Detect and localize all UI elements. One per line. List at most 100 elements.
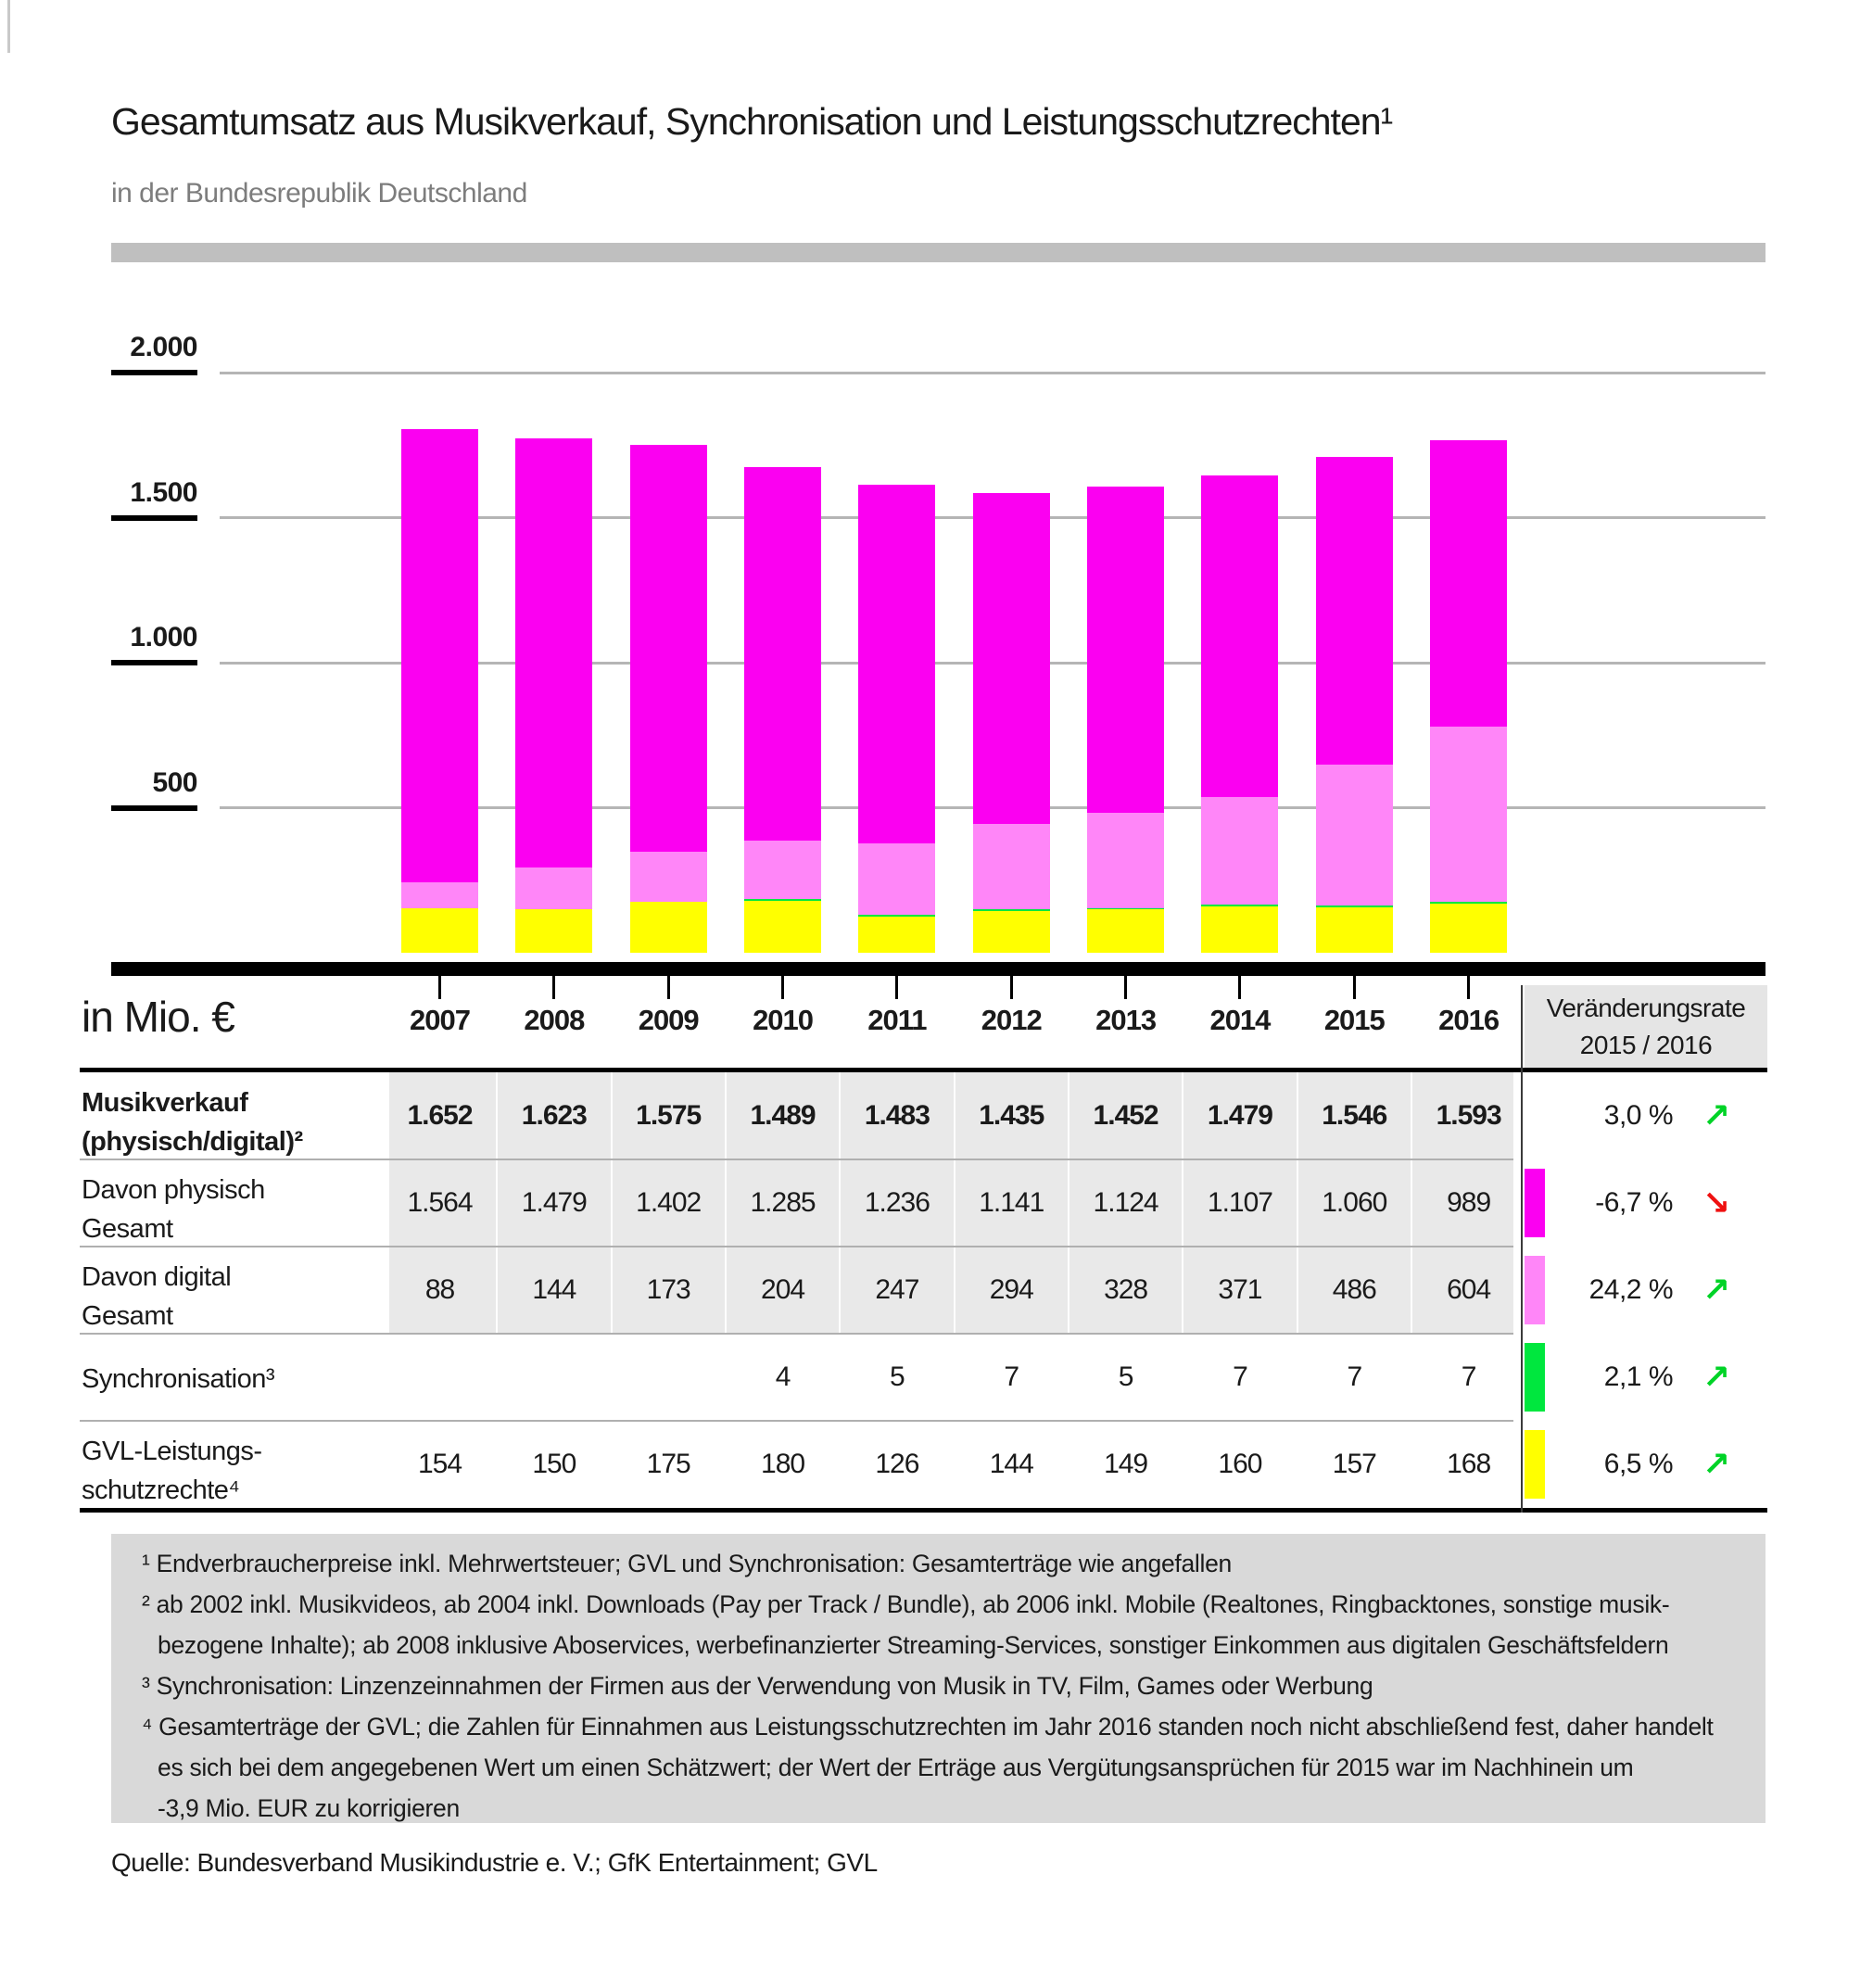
trend-up-icon: ↗: [1702, 1271, 1731, 1309]
bar-segment-gvl-2010: [744, 900, 822, 953]
legend-chip-gvl: [1525, 1430, 1545, 1499]
year-label-2013: 2013: [1095, 1004, 1157, 1036]
column-separator: [1067, 1159, 1069, 1247]
year-label-2007: 2007: [410, 1004, 471, 1036]
x-tick-2015: [1352, 976, 1356, 999]
cell-2009-row0: 1.575: [636, 1100, 702, 1131]
change-rate-header: Veränderungsrate 2015 / 2016: [1525, 985, 1767, 1068]
change-column-divider: [1521, 985, 1523, 1513]
column-separator: [724, 1072, 727, 1159]
cell-2008-row4: 150: [532, 1449, 576, 1479]
row-label-1: Davon physisch Gesamt: [82, 1171, 387, 1248]
column-separator: [1296, 1247, 1298, 1334]
column-separator: [1182, 1159, 1184, 1247]
column-separator: [610, 1159, 613, 1247]
column-separator: [839, 1159, 842, 1247]
cell-2014-row2: 371: [1218, 1274, 1262, 1305]
page-corner-mark: [7, 0, 10, 53]
cell-2014-row4: 160: [1218, 1449, 1262, 1479]
column-separator: [496, 1159, 499, 1247]
cell-2015-row3: 7: [1347, 1361, 1362, 1392]
column-separator: [1067, 1247, 1069, 1334]
trend-up-icon: ↗: [1702, 1358, 1731, 1396]
bar-segment-digital-2009: [629, 852, 707, 903]
change-value-row1: -6,7 %: [1595, 1187, 1673, 1218]
column-separator: [724, 1159, 727, 1247]
cell-2011-row4: 126: [875, 1449, 919, 1479]
bar-segment-gvl-2012: [972, 910, 1050, 953]
trend-up-icon: ↗: [1702, 1445, 1731, 1483]
cell-2011-row3: 5: [890, 1361, 905, 1392]
table-top-border: [80, 1068, 1767, 1072]
row-label-line: (physisch/digital)²: [82, 1127, 303, 1157]
y-tick-label: 1.000: [130, 622, 197, 652]
cell-2016-row4: 168: [1447, 1449, 1491, 1479]
year-label-2010: 2010: [753, 1004, 814, 1036]
footnote-2-line1: ² ab 2002 inkl. Musikvideos, ab 2004 ink…: [142, 1590, 1670, 1618]
cell-2011-row1: 1.236: [864, 1187, 930, 1218]
bar-segment-digital-2012: [972, 823, 1050, 909]
cell-2015-row4: 157: [1332, 1449, 1377, 1479]
bar-segment-physical-2016: [1430, 439, 1508, 728]
cell-2009-row4: 175: [646, 1449, 691, 1479]
cell-2010-row1: 1.285: [750, 1187, 816, 1218]
bar-segment-digital-2007: [401, 882, 478, 908]
column-separator: [953, 1159, 955, 1247]
row-label-line: Musikverkauf: [82, 1088, 248, 1118]
bar-segment-digital-2013: [1087, 813, 1165, 908]
row-separator: [80, 1159, 1513, 1160]
cell-2012-row2: 294: [989, 1274, 1034, 1305]
x-tick-2008: [552, 976, 556, 999]
cell-2009-row2: 173: [646, 1274, 691, 1305]
bar-segment-sync-2014: [1201, 904, 1279, 906]
legend-chip-physical: [1525, 1169, 1545, 1237]
cell-2013-row1: 1.124: [1093, 1187, 1159, 1218]
cell-2010-row3: 4: [775, 1361, 791, 1392]
bar-segment-gvl-2008: [515, 909, 593, 953]
cell-2007-row4: 154: [417, 1449, 462, 1479]
source-line: Quelle: Bundesverband Musikindustrie e. …: [111, 1848, 878, 1877]
y-tick-mark: [111, 370, 197, 375]
row-separator: [80, 1246, 1513, 1247]
x-tick-2007: [438, 976, 441, 999]
bar-segment-sync-2010: [744, 899, 822, 901]
column-separator: [1067, 1072, 1069, 1159]
bar-segment-physical-2014: [1201, 475, 1279, 797]
bar-segment-physical-2008: [515, 438, 593, 867]
y-tick-mark: [111, 660, 197, 665]
bar-segment-digital-2010: [744, 840, 822, 900]
bar-segment-physical-2009: [629, 445, 707, 853]
bar-segment-digital-2015: [1315, 764, 1393, 905]
page-subtitle: in der Bundesrepublik Deutschland: [111, 178, 527, 209]
cell-2010-row4: 180: [761, 1449, 805, 1479]
bar-segment-digital-2014: [1201, 796, 1279, 905]
bar-segment-gvl-2011: [858, 916, 936, 953]
cell-2016-row2: 604: [1447, 1274, 1491, 1305]
row-label-line: Gesamt: [82, 1301, 173, 1331]
year-label-2016: 2016: [1438, 1004, 1500, 1036]
column-separator: [1410, 1159, 1412, 1247]
change-value-row0: 3,0 %: [1603, 1100, 1674, 1131]
row-label-line: Synchronisation³: [82, 1364, 275, 1394]
x-tick-2014: [1238, 976, 1242, 999]
bar-segment-physical-2013: [1087, 487, 1165, 814]
bar-segment-sync-2011: [858, 914, 936, 917]
cell-2012-row0: 1.435: [979, 1100, 1044, 1131]
row-label-line: Davon digital: [82, 1262, 232, 1292]
y-tick-label: 2.000: [130, 332, 197, 362]
x-tick-2012: [1009, 976, 1013, 999]
footnote-3-line1: ³ Synchronisation: Linzenzeinnahmen der …: [142, 1672, 1373, 1700]
cell-2015-row0: 1.546: [1322, 1100, 1387, 1131]
bar-segment-gvl-2007: [401, 907, 478, 953]
bar-segment-physical-2015: [1315, 456, 1393, 765]
column-separator: [724, 1247, 727, 1334]
bar-segment-digital-2011: [858, 842, 936, 915]
bar-segment-gvl-2014: [1201, 905, 1279, 953]
bar-segment-sync-2016: [1430, 902, 1508, 905]
column-separator: [496, 1247, 499, 1334]
row-label-0: Musikverkauf (physisch/digital)²: [82, 1083, 387, 1161]
cell-2007-row1: 1.564: [407, 1187, 473, 1218]
change-rate-header-line1: Veränderungsrate: [1546, 993, 1746, 1022]
cell-2013-row2: 328: [1104, 1274, 1148, 1305]
cell-2008-row2: 144: [532, 1274, 576, 1305]
